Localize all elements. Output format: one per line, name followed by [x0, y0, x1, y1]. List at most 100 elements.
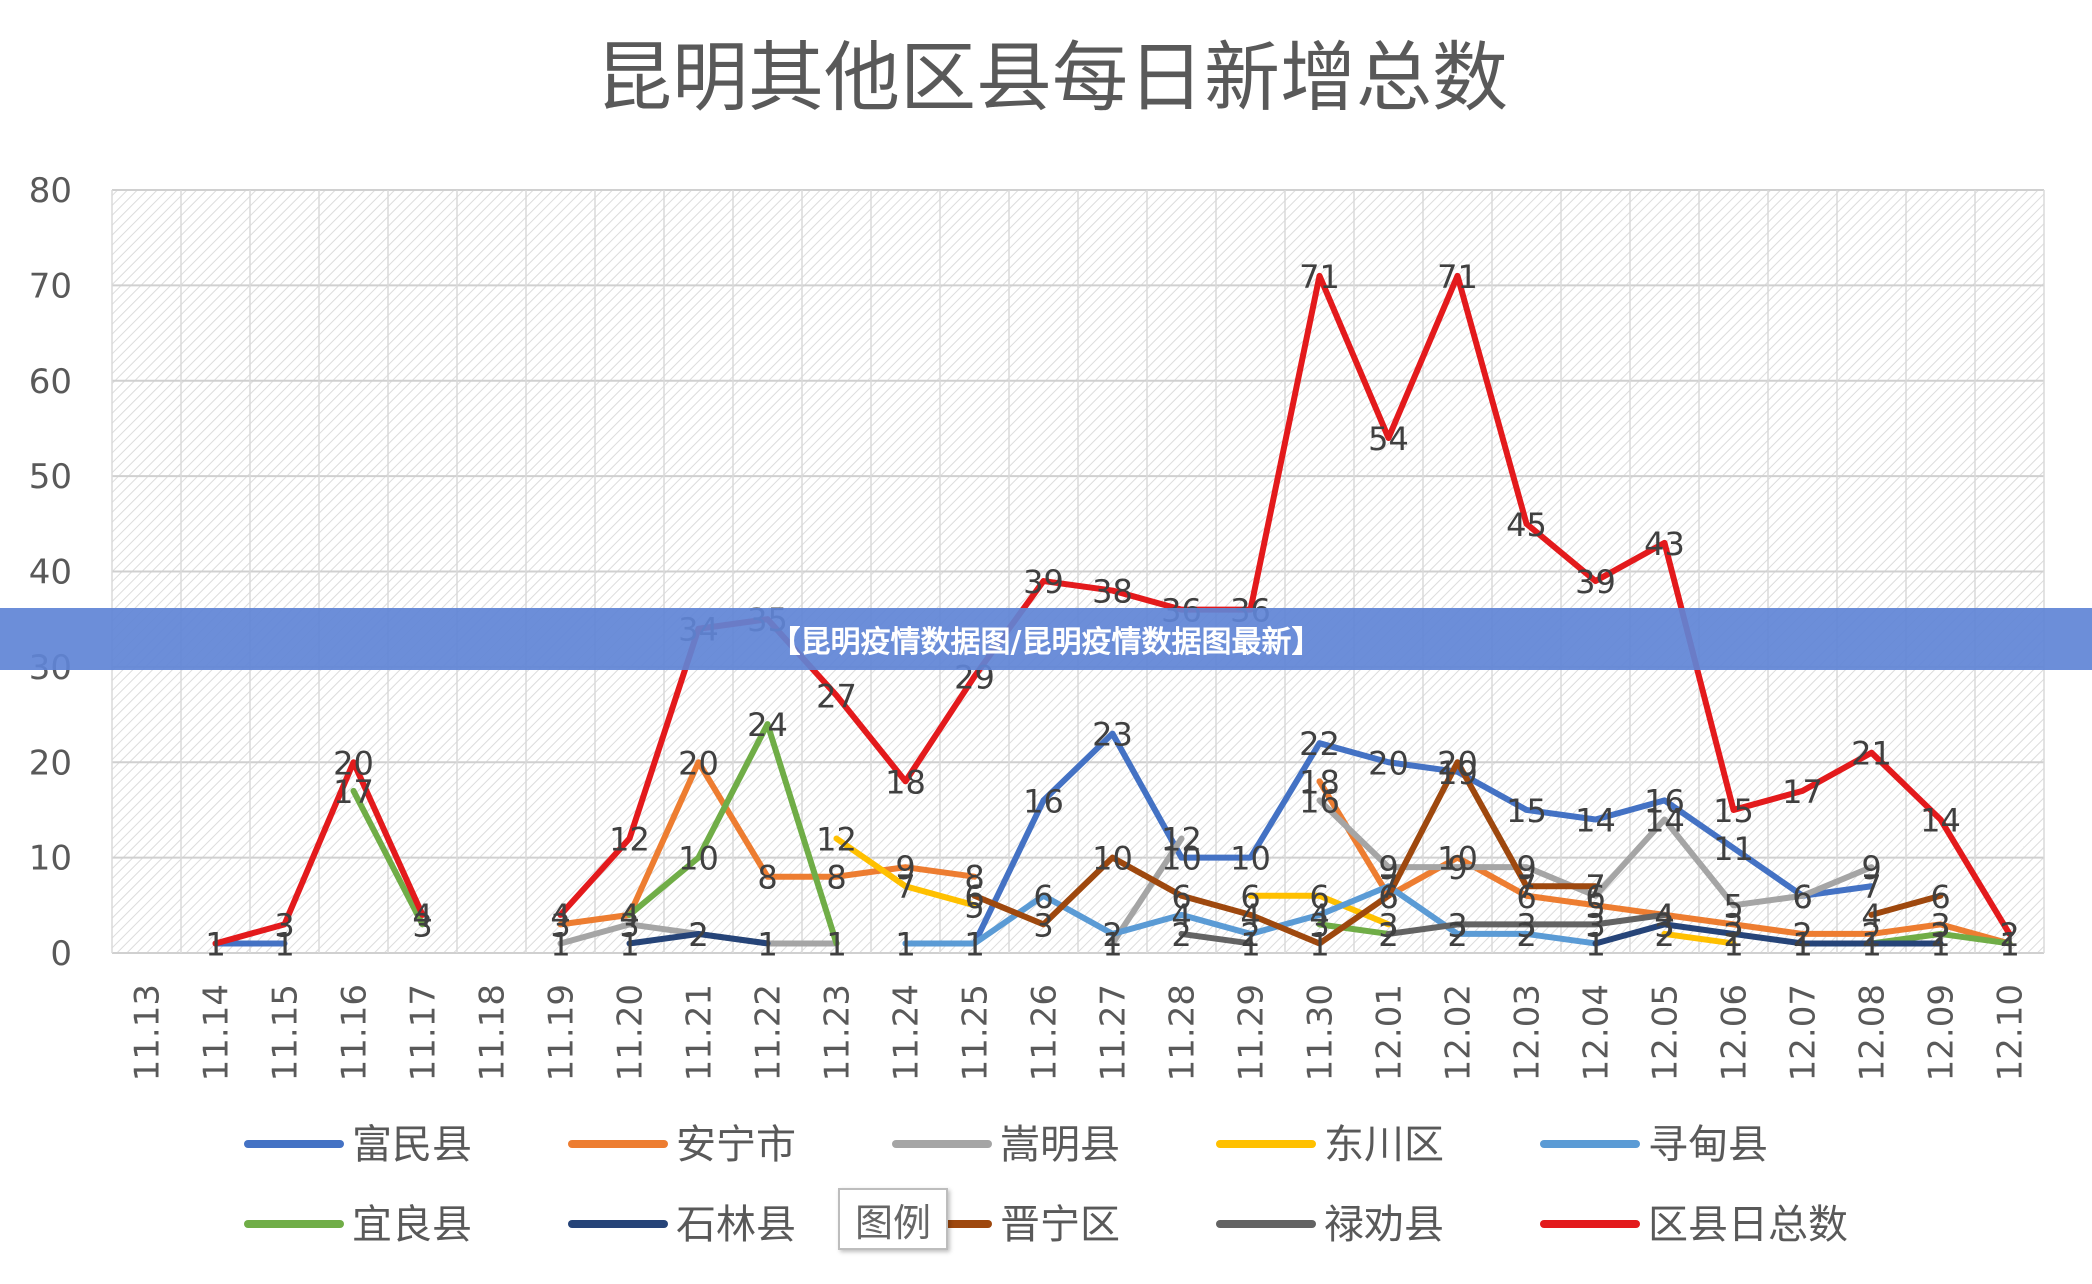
- data-label: 1: [205, 925, 225, 963]
- data-label: 38: [1092, 573, 1133, 611]
- x-tick-label: 12.07: [1784, 984, 1824, 1081]
- data-label: 6: [1033, 878, 1053, 916]
- data-label: 8: [964, 859, 984, 897]
- data-label: 5: [1585, 887, 1605, 925]
- data-label: 3: [274, 906, 294, 944]
- legend-label: 寻甸县: [1648, 1122, 1768, 1168]
- data-label: 3: [412, 906, 432, 944]
- overlay-banner[interactable]: 【昆明疫情数据图/昆明疫情数据图最新】: [0, 608, 2092, 670]
- data-label: 9: [1516, 849, 1536, 887]
- data-label: 2: [1723, 916, 1743, 954]
- x-tick-label: 12.04: [1577, 984, 1617, 1081]
- x-tick-label: 11.26: [1025, 984, 1065, 1081]
- data-label: 2: [1861, 916, 1881, 954]
- data-label: 4: [619, 897, 639, 935]
- data-label: 10: [1092, 840, 1133, 878]
- x-tick-label: 11.14: [197, 984, 237, 1081]
- data-label: 1: [1999, 925, 2019, 963]
- series-line: [626, 930, 771, 947]
- legend-label: 石林县: [676, 1202, 796, 1248]
- x-tick-label: 11.22: [749, 984, 789, 1081]
- data-label: 3: [1378, 906, 1398, 944]
- y-tick-label: 10: [29, 839, 72, 879]
- data-label: 7: [1516, 868, 1536, 906]
- data-label: 6: [1930, 878, 1950, 916]
- data-label: 1: [964, 925, 984, 963]
- data-label: 4: [1654, 897, 1674, 935]
- data-label: 8: [757, 859, 777, 897]
- y-tick-label: 0: [50, 934, 72, 974]
- data-label: 11: [1713, 830, 1754, 868]
- data-label: 1: [1861, 925, 1881, 963]
- data-label: 71: [1299, 258, 1340, 296]
- legend-item: 区县日总数: [1540, 1202, 1848, 1248]
- legend-label: 富民县: [352, 1122, 472, 1168]
- data-label: 7: [895, 868, 915, 906]
- data-label: 27: [816, 677, 857, 715]
- data-label: 1: [1861, 925, 1881, 963]
- data-label: 3: [619, 906, 639, 944]
- data-label: 6: [1240, 878, 1260, 916]
- x-tick-label: 12.03: [1508, 984, 1548, 1081]
- data-label: 6: [964, 878, 984, 916]
- data-label: 14: [1644, 801, 1685, 839]
- legend-item: 宜良县: [244, 1202, 472, 1248]
- data-label: 2: [1999, 916, 2019, 954]
- y-tick-label: 60: [29, 362, 72, 402]
- series-line: [212, 759, 426, 947]
- data-label: 14: [1920, 801, 1961, 839]
- data-label: 1: [619, 925, 639, 963]
- data-label: 10: [678, 840, 719, 878]
- x-tick-label: 12.01: [1370, 984, 1410, 1081]
- data-label: 1: [826, 925, 846, 963]
- data-label: 1: [757, 925, 777, 963]
- data-label: 3: [1585, 906, 1605, 944]
- data-label: 39: [1575, 563, 1616, 601]
- data-label: 12: [609, 821, 650, 859]
- data-label: 10: [1161, 840, 1202, 878]
- x-tick-label: 12.02: [1439, 984, 1479, 1081]
- data-label: 2: [1378, 916, 1398, 954]
- legend-label: 区县日总数: [1648, 1202, 1848, 1248]
- data-label: 10: [1437, 840, 1478, 878]
- legend-item: 富民县: [244, 1122, 472, 1168]
- data-label: 18: [885, 763, 926, 801]
- data-label: 2: [1516, 916, 1536, 954]
- data-label: 4: [1654, 897, 1674, 935]
- x-tick-label: 11.29: [1232, 984, 1272, 1081]
- data-label: 7: [1378, 868, 1398, 906]
- legend-label: 东川区: [1324, 1122, 1444, 1168]
- series-line: [1316, 797, 1875, 909]
- x-tick-label: 11.13: [128, 984, 168, 1081]
- data-label: 16: [1299, 782, 1340, 820]
- data-label: 14: [1575, 801, 1616, 839]
- y-tick-label: 70: [29, 266, 72, 306]
- series-line: [626, 721, 840, 947]
- series-line: [1868, 892, 1944, 918]
- data-label: 16: [1644, 782, 1685, 820]
- x-tick-label: 11.25: [956, 984, 996, 1081]
- data-label: 4: [412, 897, 432, 935]
- data-label: 3: [1516, 906, 1536, 944]
- x-tick-label: 11.18: [473, 984, 513, 1081]
- data-label: 1: [1723, 925, 1743, 963]
- y-tick-label: 40: [29, 553, 72, 593]
- data-label: 54: [1368, 420, 1409, 458]
- data-label: 71: [1437, 258, 1478, 296]
- data-label: 1: [1999, 925, 2019, 963]
- data-label: 2: [1654, 916, 1674, 954]
- data-label: 1: [1240, 925, 1260, 963]
- legend-item: 禄劝县: [1216, 1202, 1444, 1248]
- data-label: 6: [1309, 878, 1329, 916]
- series-line: [1178, 930, 1254, 947]
- series-line: [1109, 835, 1185, 947]
- data-label: 18: [1299, 763, 1340, 801]
- data-label: 15: [1506, 792, 1547, 830]
- data-label: 20: [333, 744, 374, 782]
- x-tick-label: 11.19: [542, 984, 582, 1081]
- data-label: 45: [1506, 506, 1547, 544]
- data-label: 9: [1447, 849, 1467, 887]
- x-tick-label: 11.20: [611, 984, 651, 1081]
- data-label: 3: [1723, 906, 1743, 944]
